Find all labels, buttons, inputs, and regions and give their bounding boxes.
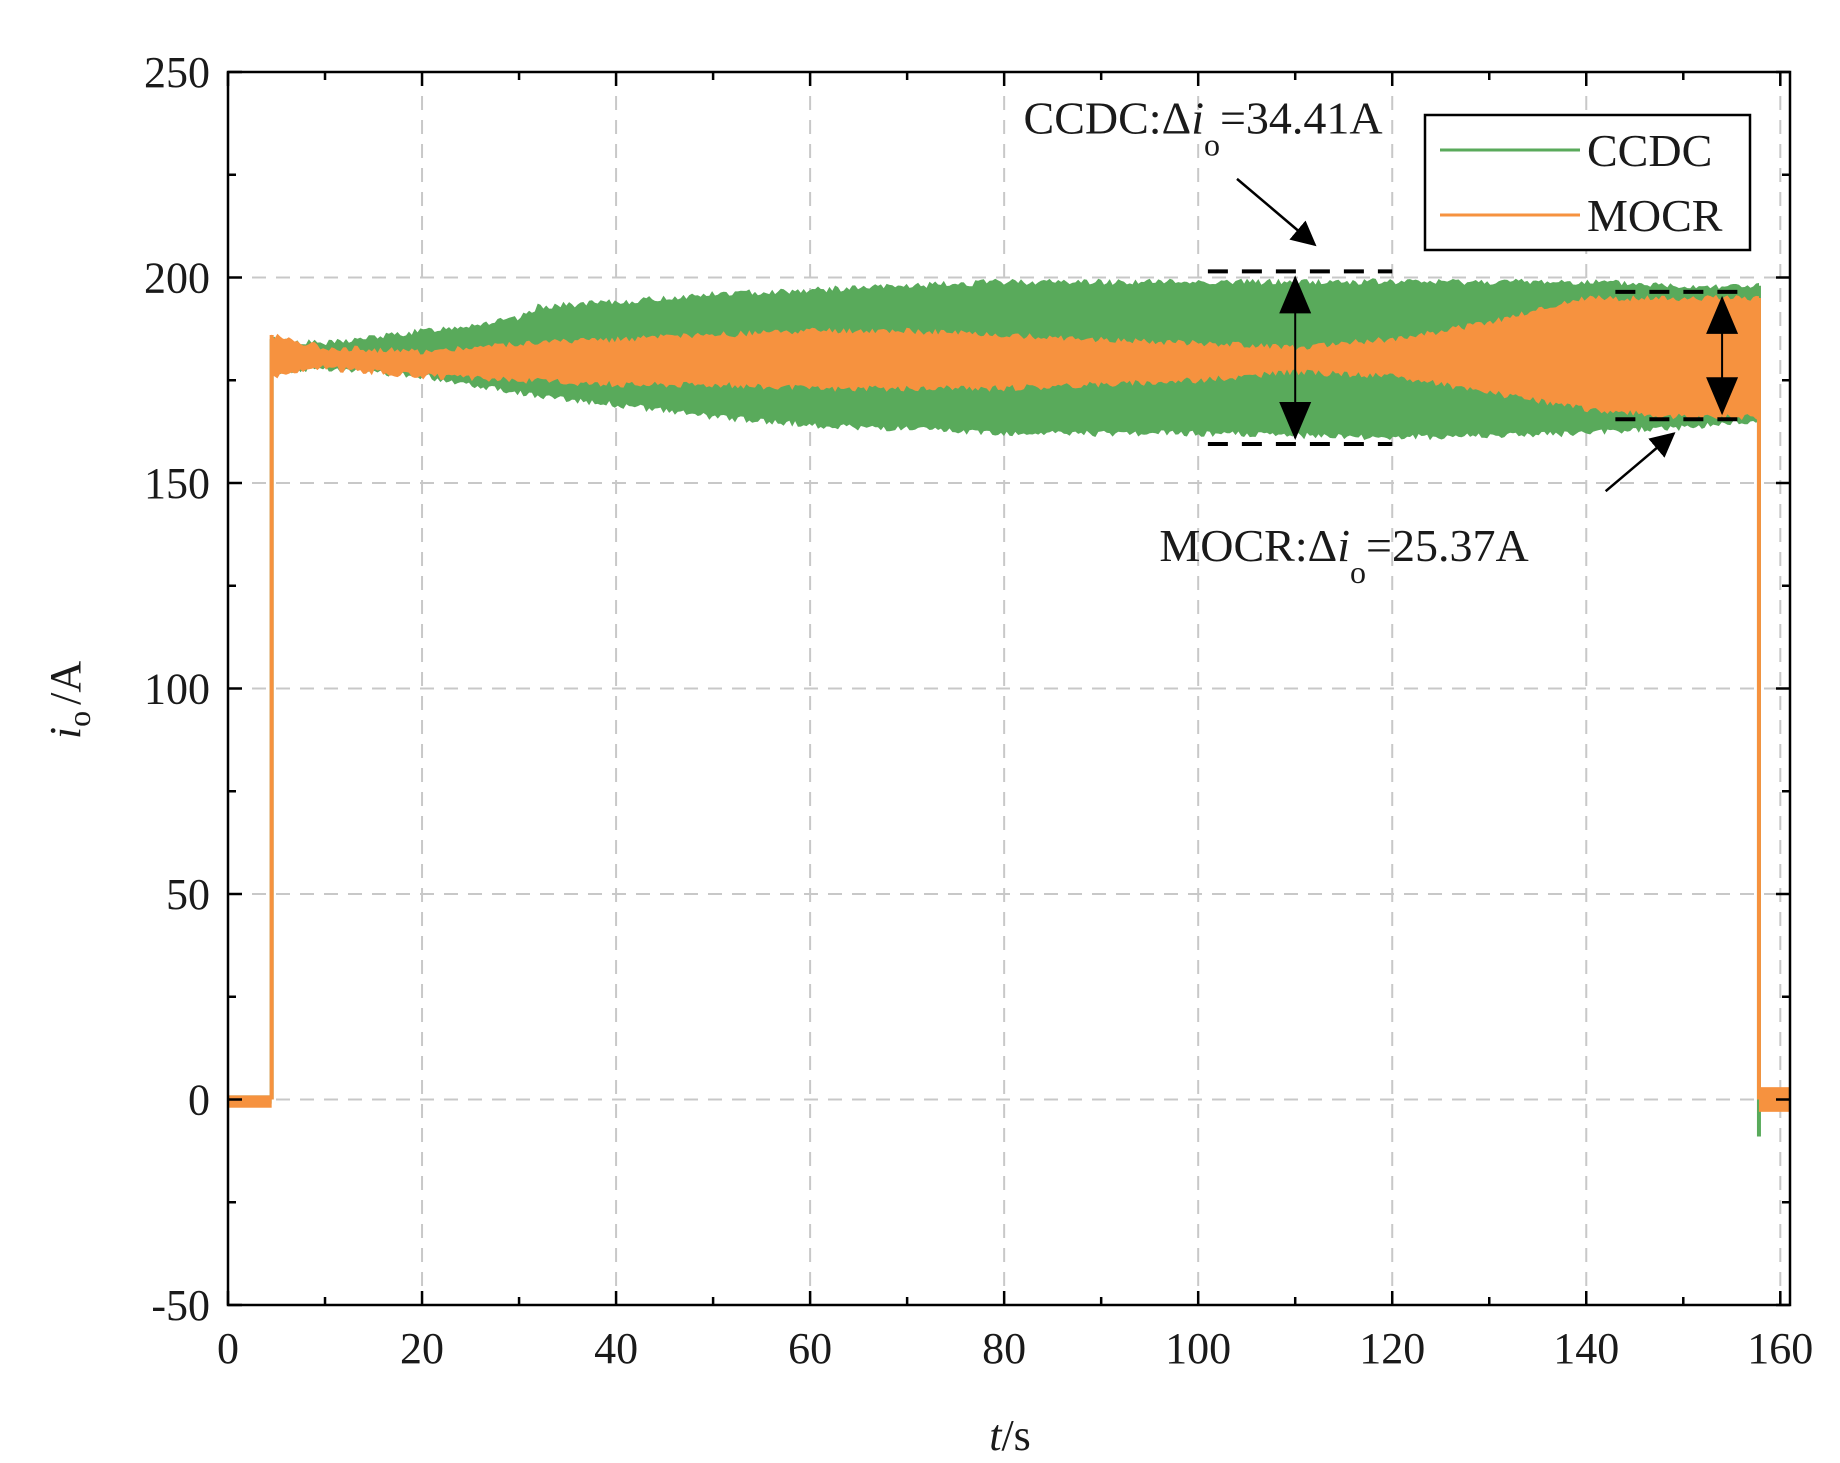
annotation-mocr bbox=[1604, 289, 1752, 493]
annotation-ccdc-pointer bbox=[1236, 177, 1317, 247]
legend-label-mocr: MOCR bbox=[1587, 190, 1723, 241]
x-tick-label-120: 120 bbox=[1359, 1324, 1425, 1373]
annotation-ccdc-label: CCDC:Δio=34.41A bbox=[1024, 93, 1383, 163]
annotation-mocr-arrowhead-top bbox=[1706, 295, 1739, 334]
x-axis-label-var: t bbox=[989, 1411, 1003, 1460]
x-tick-label-140: 140 bbox=[1553, 1324, 1619, 1373]
y-tick-label-50: 50 bbox=[166, 870, 210, 919]
annotation-ccdc-sub: o bbox=[1204, 127, 1220, 163]
annotation-mocr-arrowhead-bottom bbox=[1706, 377, 1739, 416]
legend-label-ccdc: CCDC bbox=[1587, 125, 1712, 176]
annotation-ccdc-arrowhead-bottom bbox=[1279, 401, 1312, 440]
y-axis-label-var: i bbox=[41, 727, 90, 739]
x-tick-label-80: 80 bbox=[982, 1324, 1026, 1373]
annotation-ccdc-arrowhead-top bbox=[1279, 275, 1312, 314]
annotation-mocr-var: i bbox=[1337, 520, 1350, 571]
series-mocr-band bbox=[271, 294, 1759, 1096]
x-tick-label-160: 160 bbox=[1747, 1324, 1813, 1373]
legend: CCDC MOCR bbox=[1423, 113, 1752, 252]
x-tick-label-100: 100 bbox=[1165, 1324, 1231, 1373]
y-tick-label-200: 200 bbox=[144, 254, 210, 303]
x-tick-label-60: 60 bbox=[788, 1324, 832, 1373]
annotation-ccdc-prefix: CCDC:Δ bbox=[1024, 93, 1192, 144]
x-axis-label-unit: /s bbox=[1001, 1411, 1030, 1460]
axis-ticks bbox=[226, 70, 1790, 1307]
annotation-mocr-sub: o bbox=[1350, 554, 1366, 590]
y-tick-label-100: 100 bbox=[144, 665, 210, 714]
annotation-ccdc-var: i bbox=[1191, 93, 1204, 144]
x-tick-label-0: 0 bbox=[217, 1324, 239, 1373]
x-tick-label-20: 20 bbox=[400, 1324, 444, 1373]
annotation-mocr-value: =25.37A bbox=[1366, 520, 1529, 571]
x-tick-label-40: 40 bbox=[594, 1324, 638, 1373]
annotation-mocr-label: MOCR:Δio=25.37A bbox=[1159, 520, 1528, 590]
annotation-mocr-prefix: MOCR:Δ bbox=[1159, 520, 1337, 571]
series-mocr-idle-start bbox=[228, 1095, 272, 1108]
annotation-mocr-pointer bbox=[1604, 432, 1676, 493]
y-tick-label-150: 150 bbox=[144, 459, 210, 508]
annotation-ccdc bbox=[1207, 177, 1393, 446]
y-tick-label-0: 0 bbox=[188, 1076, 210, 1125]
y-tick-label--50: -50 bbox=[151, 1281, 210, 1330]
y-axis-label-sub: o bbox=[61, 711, 97, 727]
x-axis-label: t/s bbox=[989, 1411, 1031, 1460]
y-axis-label-unit: /A bbox=[41, 661, 90, 705]
annotations bbox=[1207, 177, 1752, 493]
legend-box bbox=[1423, 113, 1752, 252]
annotation-ccdc-value: =34.41A bbox=[1220, 93, 1383, 144]
series-mocr bbox=[228, 294, 1790, 1112]
plot-series bbox=[228, 278, 1790, 1137]
y-axis-label: io/A bbox=[41, 661, 97, 739]
y-tick-label-250: 250 bbox=[144, 48, 210, 97]
